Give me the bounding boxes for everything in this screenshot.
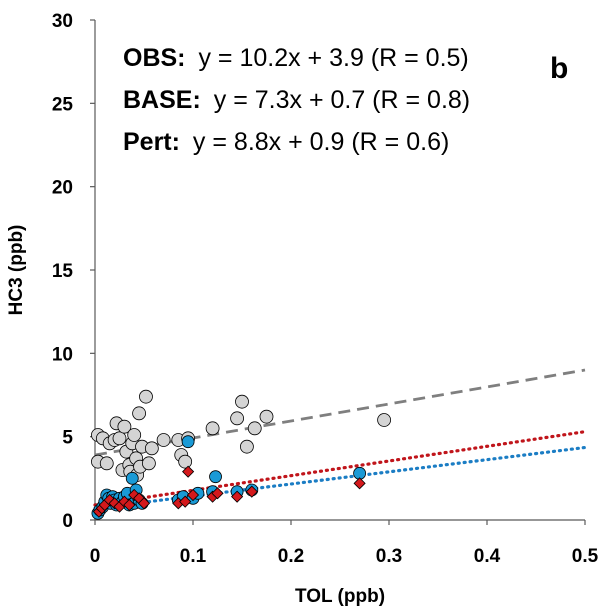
pert-point [182, 465, 195, 478]
equation-base-text: y = 7.3x + 0.7 (R = 0.8) [214, 86, 470, 114]
pert-point [231, 490, 244, 503]
base-point [181, 435, 195, 449]
equation-pert-text: y = 8.8x + 0.9 (R = 0.6) [193, 128, 449, 156]
obs-point [247, 421, 262, 436]
pert-point [123, 498, 136, 512]
x-tick-label: 0.3 [376, 546, 402, 567]
obs-point [178, 454, 193, 469]
y-tick-label: 5 [62, 428, 73, 449]
x-tick-labels: 0 0.1 0.2 0.3 0.4 0.5 [90, 520, 599, 567]
y-tick-labels: 0 5 10 15 20 25 30 [52, 11, 95, 532]
y-tick-label: 0 [62, 511, 73, 532]
obs-point [141, 456, 156, 471]
obs-point [99, 456, 114, 471]
pert-point [211, 487, 224, 500]
pert-point [179, 495, 192, 508]
y-tick-label: 15 [52, 261, 74, 282]
obs-point [230, 411, 245, 426]
data-points [91, 389, 392, 520]
obs-point [112, 431, 127, 446]
equation-obs-text: y = 10.2x + 3.9 (R = 0.5) [198, 44, 468, 72]
obs-point [127, 428, 142, 442]
y-tick-label: 20 [52, 178, 73, 199]
base-point [125, 471, 139, 485]
equation-pert: Pert: y = 8.8x + 0.9 (R = 0.6) [123, 128, 449, 156]
x-tick-label: 0.4 [474, 546, 501, 567]
x-tick-label: 0.2 [278, 546, 304, 567]
pert-point [245, 485, 258, 498]
y-tick-label: 10 [52, 344, 73, 365]
x-axis-title: TOL (ppb) [295, 586, 385, 607]
obs-point [144, 441, 159, 456]
x-tick-label: 0.1 [180, 546, 207, 567]
pert-point [137, 497, 151, 510]
obs-point [239, 439, 254, 454]
x-tick-label: 0 [90, 546, 101, 567]
y-tick-label: 30 [52, 11, 73, 32]
equation-base-name: BASE: [123, 86, 201, 114]
fit-equations: OBS: y = 10.2x + 3.9 (R = 0.5) BASE: y =… [123, 44, 470, 156]
obs-point [117, 419, 132, 434]
y-tick-label: 25 [52, 94, 74, 115]
obs-point [259, 409, 274, 424]
equation-obs: OBS: y = 10.2x + 3.9 (R = 0.5) [123, 44, 469, 72]
obs-point [377, 413, 392, 427]
obs-point [132, 406, 147, 421]
obs-point [156, 433, 171, 447]
equation-obs-name: OBS: [123, 44, 186, 72]
base-trend-line [93, 445, 587, 510]
equation-pert-name: Pert: [123, 128, 180, 156]
base-point [209, 470, 222, 484]
obs-point [139, 389, 153, 404]
x-tick-label: 0.5 [572, 546, 599, 567]
obs-point [205, 421, 220, 436]
obs-point [235, 394, 249, 409]
pert-trend-line [93, 430, 587, 507]
pert-point [353, 477, 366, 490]
equation-base: BASE: y = 7.3x + 0.7 (R = 0.8) [123, 86, 470, 114]
pert-point [186, 488, 200, 502]
y-axis-title: HC3 (ppb) [6, 225, 27, 316]
panel-label: b [550, 52, 568, 85]
